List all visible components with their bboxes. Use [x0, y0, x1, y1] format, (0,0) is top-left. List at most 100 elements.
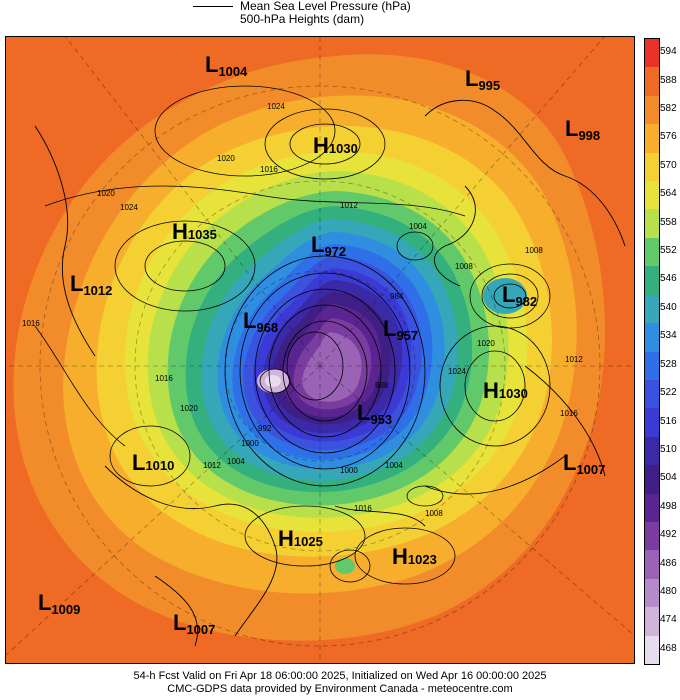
center-value: 982 [515, 294, 537, 309]
colorbar-tick-label: 570 [660, 159, 677, 171]
pressure-centers: L1004 L995 H1030 L998 H1035 L972 L1012 L… [38, 52, 605, 637]
center-value: 1012 [83, 283, 112, 298]
svg-text:L972: L972 [311, 232, 346, 259]
center-letter: H [483, 378, 499, 403]
center-value: 972 [324, 244, 346, 259]
isobar-label: 1012 [565, 355, 583, 364]
center-letter: L [205, 52, 218, 77]
isobar-label: 1020 [97, 189, 115, 198]
colorbar-tick-label: 588 [660, 74, 677, 86]
colorbar-segment [645, 124, 659, 154]
height-band-468 [265, 375, 281, 387]
isobar-label: 1016 [560, 409, 578, 418]
isobar-label: 1016 [155, 374, 173, 383]
center-value: 968 [256, 320, 278, 335]
colorbar-tick-label: 534 [660, 330, 677, 342]
isobar-label: 1016 [22, 319, 40, 328]
colorbar-tick-label: 582 [660, 103, 677, 115]
center-value: 1007 [186, 622, 215, 637]
colorbar-segment [645, 95, 659, 125]
colorbar-segment [645, 379, 659, 409]
colorbar-segment [645, 181, 659, 210]
colorbar-segment [645, 550, 659, 580]
isobar-labels: 1024 1020 1016 1020 1024 1012 1004 1008 … [22, 102, 583, 518]
colorbar-tick-label: 528 [660, 358, 677, 370]
colorbar-segment [645, 465, 659, 495]
center-letter: L [383, 316, 396, 341]
svg-text:L982: L982 [502, 282, 537, 309]
svg-text:L1007: L1007 [173, 610, 215, 637]
coastlines [34, 99, 626, 647]
svg-text:L953: L953 [357, 400, 392, 427]
colorbar-segment [645, 67, 659, 97]
isobar-label: 1008 [455, 262, 473, 271]
colorbar-tick-label: 564 [660, 188, 677, 200]
center-letter: L [173, 610, 186, 635]
isobar-label: 1024 [120, 203, 138, 212]
isobar-label: 1000 [241, 439, 259, 448]
colorbar-segment [645, 408, 659, 438]
center-value: 953 [370, 412, 392, 427]
height-pocket-teal [483, 278, 527, 314]
svg-text:L1007: L1007 [563, 450, 605, 477]
isobar-label: 1000 [340, 466, 358, 475]
center-value: 1025 [294, 534, 323, 549]
svg-text:H1030: H1030 [313, 133, 358, 158]
colorbar-tick-label: 522 [660, 387, 677, 399]
svg-text:L1010: L1010 [132, 450, 174, 475]
svg-text:H1025: H1025 [278, 526, 323, 551]
colorbar-tick-label: 498 [660, 500, 677, 512]
colorbar-tick-label: 504 [660, 472, 677, 484]
colorbar-tick-label: 546 [660, 273, 677, 285]
center-value: 1004 [218, 64, 248, 79]
center-letter: H [172, 219, 188, 244]
isobar-label: 1012 [203, 461, 221, 470]
colorbar-tick-label: 540 [660, 301, 677, 313]
center-letter: L [502, 282, 515, 307]
colorbar-segment [645, 237, 659, 267]
svg-text:L998: L998 [565, 116, 600, 143]
center-letter: L [311, 232, 324, 257]
center-value: 998 [578, 128, 600, 143]
colorbar-segment [645, 39, 659, 68]
colorbar-tick-label: 486 [660, 557, 677, 569]
isobar-label: 1020 [217, 154, 235, 163]
center-value: 1010 [145, 458, 174, 473]
center-letter: L [563, 450, 576, 475]
isobar-label: 1016 [260, 165, 278, 174]
svg-text:L995: L995 [465, 66, 500, 93]
center-value: 1023 [408, 552, 437, 567]
map-frame [5, 36, 635, 664]
isobar-label: 1004 [227, 457, 245, 466]
colorbar-segment [645, 635, 659, 665]
isobar-label: 1020 [477, 339, 495, 348]
valid-time-text: 54-h Fcst Valid on Fri Apr 18 06:00:00 2… [133, 670, 547, 682]
colorbar-segment [645, 152, 659, 182]
legend-mslp-label: Mean Sea Level Pressure (hPa) [240, 0, 411, 13]
data-credit-text: CMC-GDPS data provided by Environment Ca… [167, 683, 513, 695]
isobar-line-sample [193, 6, 233, 7]
height-band-486 [302, 332, 362, 402]
colorbar-tick-label: 492 [660, 529, 677, 541]
legend-heights-label: 500-hPa Heights (dam) [240, 12, 365, 26]
center-letter: H [313, 133, 329, 158]
center-letter: L [357, 400, 370, 425]
svg-text:H1030: H1030 [483, 378, 528, 403]
colorbar-segment [645, 607, 659, 637]
svg-text:H1023: H1023 [392, 544, 437, 569]
center-letter: L [565, 116, 578, 141]
center-value: 1030 [499, 386, 528, 401]
colorbar-tick-label: 552 [660, 245, 677, 257]
height-colorbar [644, 38, 660, 665]
colorbar-segment [645, 521, 659, 551]
forecast-map: 1024 1020 1016 1020 1024 1012 1004 1008 … [5, 36, 635, 664]
colorbar-tick-label: 576 [660, 131, 677, 143]
svg-text:L957: L957 [383, 316, 418, 343]
center-letter: H [392, 544, 408, 569]
isobar-label: 1016 [354, 504, 372, 513]
isobar-label: 1020 [180, 404, 198, 413]
center-letter: L [465, 66, 478, 91]
colorbar-tick-label: 468 [660, 642, 677, 654]
center-value: 1007 [576, 462, 605, 477]
center-letter: L [70, 271, 83, 296]
